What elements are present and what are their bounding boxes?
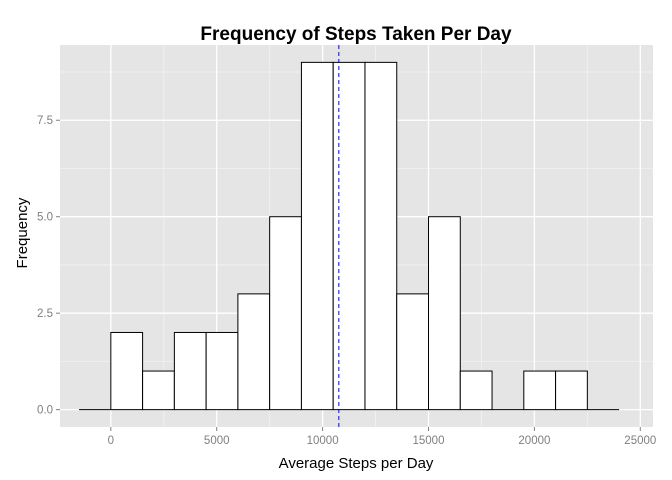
y-tick-label: 0.0: [37, 405, 53, 417]
chart-title: Frequency of Steps Taken Per Day: [200, 24, 512, 45]
y-axis-title: Frequency: [14, 197, 31, 268]
histogram-bar: [173, 331, 207, 411]
histogram-bar: [205, 331, 239, 411]
histogram-bar: [364, 61, 398, 411]
x-tick-label: 20000: [518, 435, 550, 447]
y-axis-ticks: 0.0 2.5 5.0 7.5: [37, 115, 60, 417]
x-tick-label: 25000: [624, 435, 656, 447]
x-tick-label: 15000: [413, 435, 445, 447]
histogram-bars: [79, 61, 620, 411]
y-tick-label: 2.5: [37, 308, 53, 320]
x-axis-ticks: 0 5000 10000 15000 20000 25000: [108, 427, 656, 447]
histogram-bar: [332, 61, 366, 411]
y-tick-label: 5.0: [37, 212, 53, 224]
x-tick-label: 10000: [307, 435, 339, 447]
histogram-bar: [396, 293, 430, 411]
histogram-bar: [459, 370, 493, 411]
histogram-bar: [428, 216, 461, 411]
x-tick-label: 5000: [204, 435, 230, 447]
histogram-bar: [523, 370, 557, 411]
histogram-bar: [300, 61, 334, 411]
histogram-bar: [555, 370, 588, 411]
histogram-bar: [142, 370, 175, 411]
x-axis-title: Average Steps per Day: [279, 455, 434, 472]
histogram-bar: [110, 331, 144, 411]
x-tick-label: 0: [108, 435, 114, 447]
histogram-bar: [269, 216, 302, 411]
y-tick-label: 7.5: [37, 115, 53, 127]
histogram-bar: [237, 293, 271, 411]
